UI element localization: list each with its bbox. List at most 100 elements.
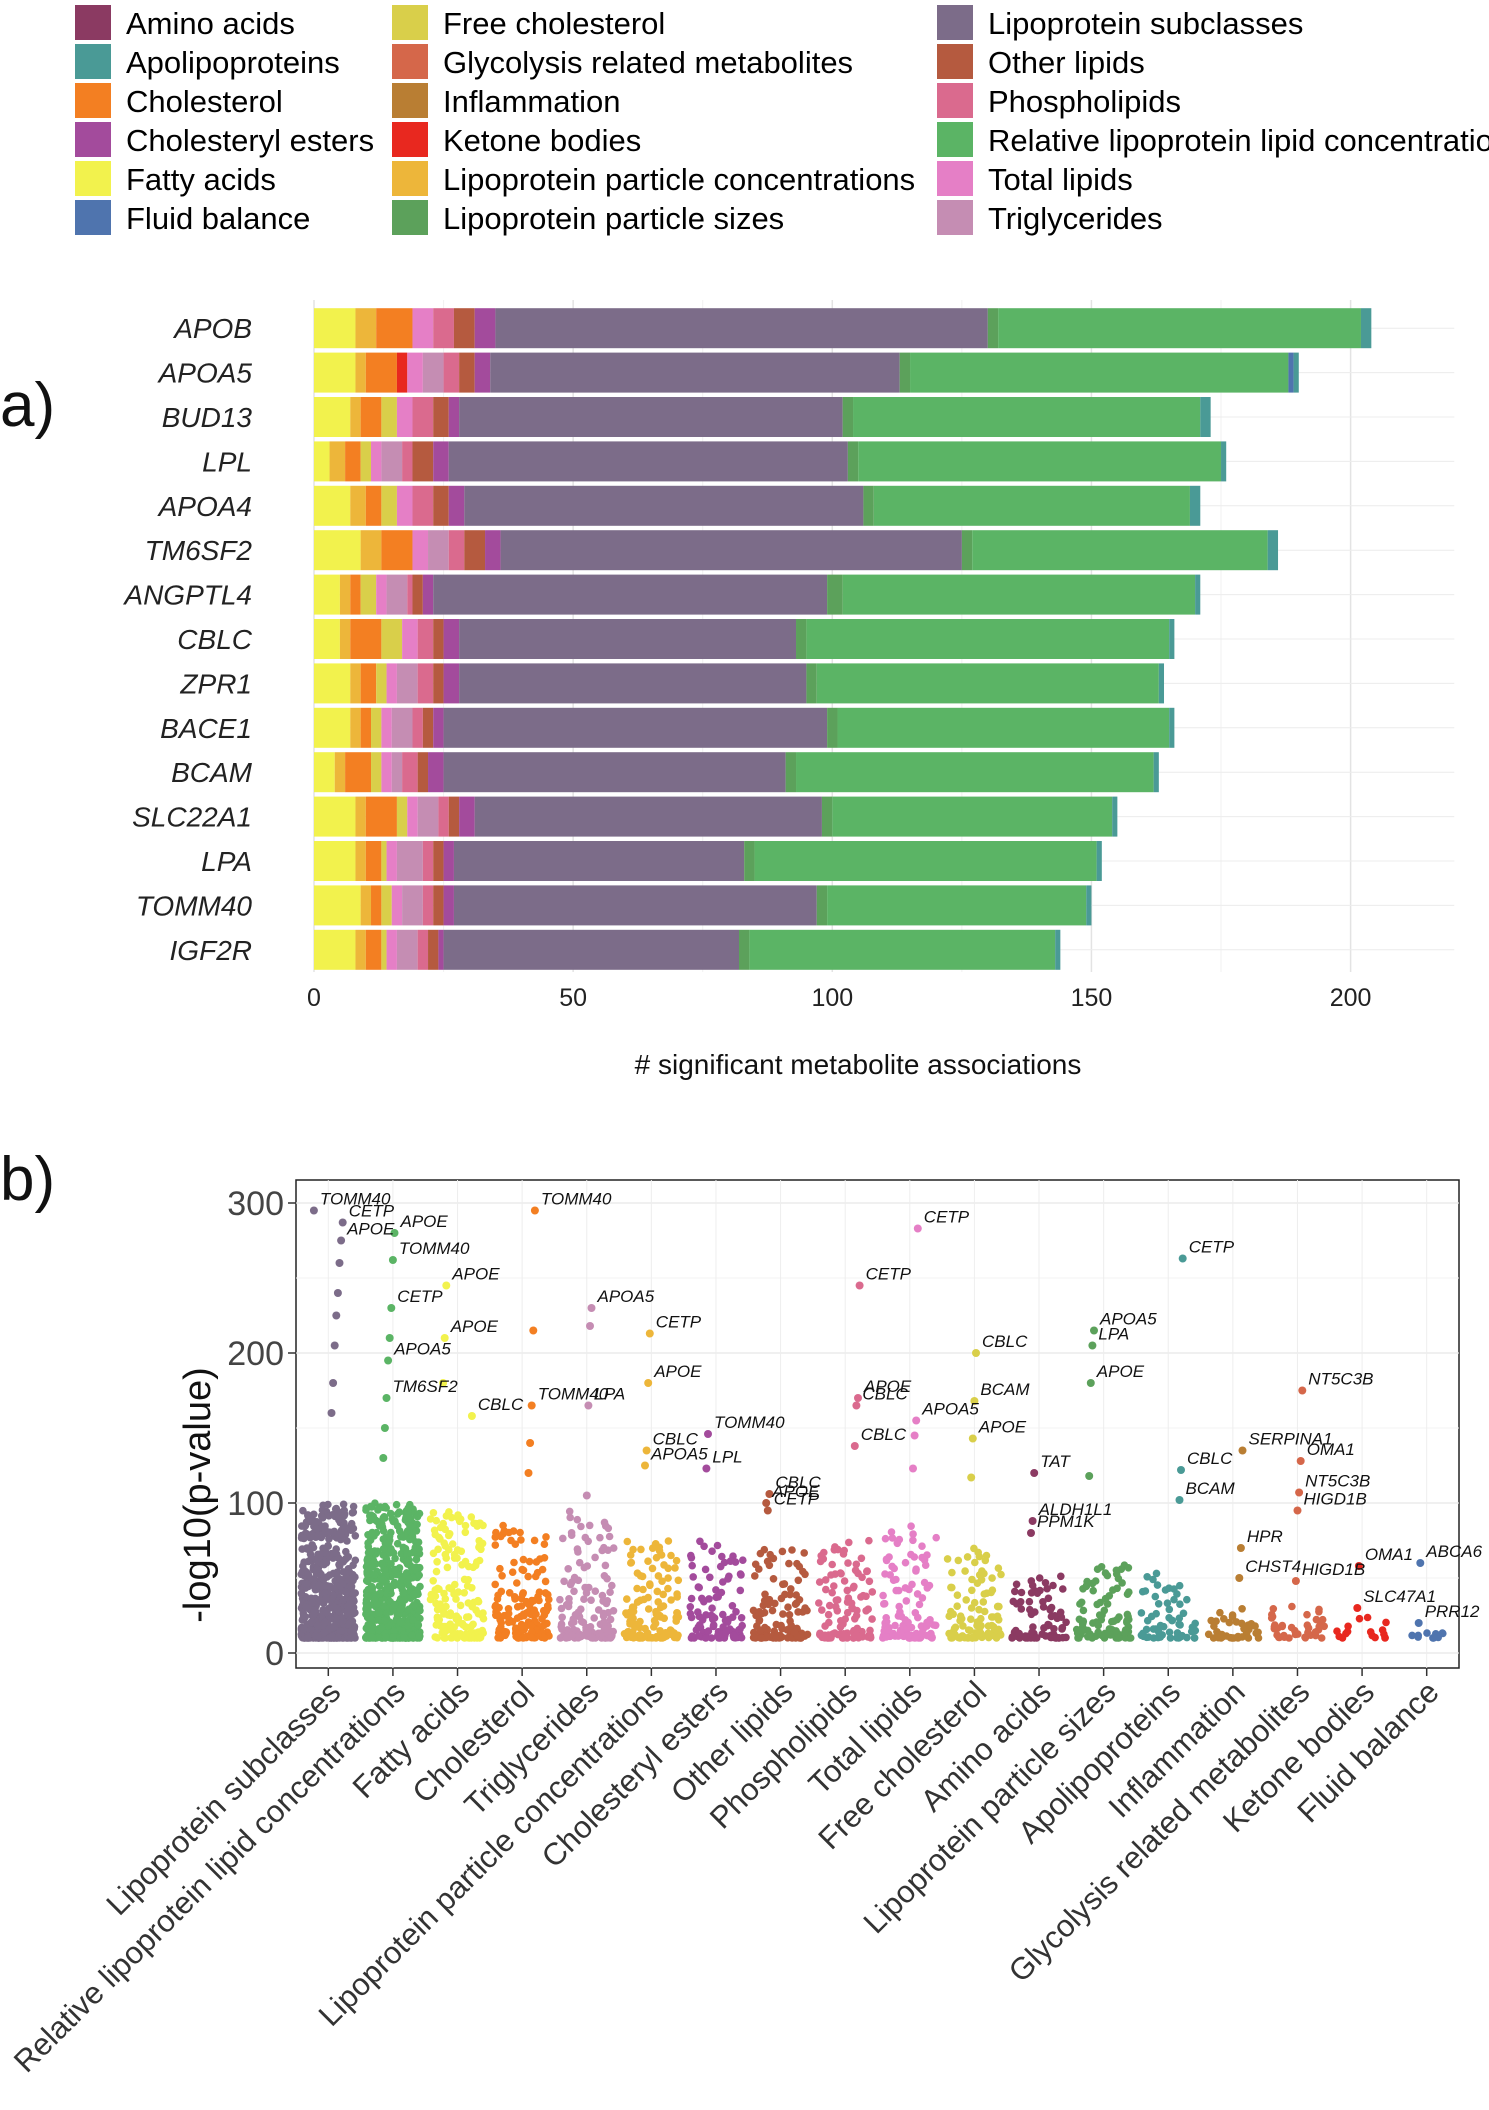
manhattan-point — [828, 1588, 836, 1597]
manhattan-point — [854, 1394, 862, 1402]
manhattan-point — [347, 1584, 355, 1592]
manhattan-point — [1312, 1615, 1321, 1624]
bar-segment — [438, 796, 449, 837]
manhattan-point — [375, 1616, 383, 1624]
manhattan-point — [391, 1565, 399, 1574]
bar-segment — [422, 352, 444, 393]
manhattan-point — [972, 1349, 980, 1357]
bar-segment — [402, 619, 418, 659]
manhattan-point — [954, 1556, 963, 1565]
manhattan-annotation: APOA5 — [650, 1445, 708, 1464]
manhattan-point — [1151, 1592, 1160, 1601]
manhattan-point — [467, 1634, 476, 1642]
manhattan-point — [821, 1631, 829, 1640]
bar-x-tick-label: 200 — [1330, 984, 1372, 1012]
manhattan-point — [855, 1281, 864, 1290]
bar-segment — [407, 352, 423, 393]
manhattan-annotation: BCAM — [980, 1380, 1030, 1399]
manhattan-point — [688, 1561, 696, 1570]
manhattan-point — [1079, 1617, 1088, 1625]
manhattan-point — [953, 1602, 961, 1610]
manhattan-point — [840, 1577, 849, 1585]
manhattan-point — [892, 1586, 900, 1595]
manhattan-point — [1176, 1600, 1184, 1608]
manhattan-point — [912, 1416, 921, 1425]
manhattan-point — [664, 1574, 672, 1582]
manhattan-y-tick-label: 200 — [227, 1335, 284, 1373]
bar-segment — [396, 397, 413, 437]
bar-segment — [314, 796, 356, 837]
manhattan-point — [586, 1322, 594, 1330]
manhattan-point — [656, 1627, 664, 1635]
manhattan-point — [446, 1626, 455, 1634]
bar-segment — [345, 441, 361, 482]
bar-segment — [853, 397, 1201, 437]
bar-segment — [1267, 530, 1279, 571]
manhattan-point — [1062, 1618, 1070, 1627]
manhattan-point — [600, 1543, 608, 1552]
legend-item: Lipoprotein particle concentrations — [392, 161, 915, 197]
manhattan-point — [392, 1500, 401, 1509]
manhattan-point — [737, 1633, 746, 1642]
manhattan-annotation: ALDH1L1 — [1038, 1500, 1113, 1519]
manhattan-annotation: CETP — [924, 1208, 970, 1227]
manhattan-point — [664, 1584, 672, 1593]
manhattan-point — [932, 1533, 940, 1542]
manhattan-point — [1251, 1622, 1259, 1630]
manhattan-point — [674, 1576, 683, 1585]
manhattan-point — [412, 1555, 421, 1563]
manhattan-point — [313, 1565, 321, 1574]
bar-segment — [433, 574, 828, 615]
manhattan-point — [1027, 1589, 1036, 1597]
manhattan-point — [297, 1589, 306, 1598]
manhattan-point — [915, 1600, 924, 1609]
manhattan-point — [342, 1588, 350, 1596]
bar-y-label: APOA4 — [157, 491, 252, 522]
manhattan-point — [980, 1607, 989, 1616]
manhattan-point — [910, 1431, 919, 1440]
manhattan-point — [467, 1513, 476, 1521]
manhattan-point — [529, 1326, 538, 1335]
manhattan-point — [343, 1537, 351, 1545]
legend-label: Amino acids — [126, 6, 295, 41]
bar-segment — [443, 841, 454, 881]
legend-item: Total lipids — [937, 161, 1133, 197]
bar-segment — [422, 841, 434, 881]
manhattan-annotation: APOE — [451, 1265, 500, 1284]
manhattan-point — [737, 1614, 746, 1622]
manhattan-point — [496, 1564, 504, 1573]
manhattan-point — [1159, 1622, 1168, 1631]
manhattan-point — [379, 1454, 388, 1462]
manhattan-point — [558, 1625, 566, 1633]
manhattan-points — [297, 1206, 1447, 1642]
manhattan-point — [1058, 1624, 1066, 1632]
bar-segment — [386, 929, 397, 970]
manhattan-annotation: CETP — [656, 1313, 702, 1332]
manhattan-point — [660, 1614, 668, 1623]
bar-segment — [837, 707, 1170, 748]
manhattan-y-axis-title: -log10(p-value) — [177, 1367, 219, 1623]
manhattan-point — [1235, 1574, 1244, 1582]
manhattan-point — [763, 1506, 772, 1515]
manhattan-point — [1165, 1605, 1174, 1614]
manhattan-point — [761, 1590, 769, 1599]
bar-segment — [987, 308, 999, 349]
manhattan-point — [433, 1634, 442, 1642]
manhattan-point — [1096, 1598, 1104, 1607]
legend-item: Apolipoproteins — [75, 44, 340, 80]
manhattan-point — [930, 1621, 938, 1629]
bar-segment — [417, 663, 434, 704]
manhattan-point — [641, 1624, 649, 1633]
manhattan-point — [882, 1633, 891, 1641]
manhattan-point — [302, 1603, 310, 1611]
bar-segment — [448, 441, 848, 482]
bar-y-label: CBLC — [177, 624, 252, 655]
manhattan-point — [862, 1607, 870, 1615]
bar-segment — [428, 752, 444, 793]
manhattan-point — [444, 1611, 453, 1619]
manhattan-point — [1295, 1488, 1304, 1497]
manhattan-point — [385, 1334, 394, 1342]
bar-segment — [396, 929, 418, 970]
bar-segment — [381, 885, 392, 926]
bar-segment — [402, 441, 413, 482]
